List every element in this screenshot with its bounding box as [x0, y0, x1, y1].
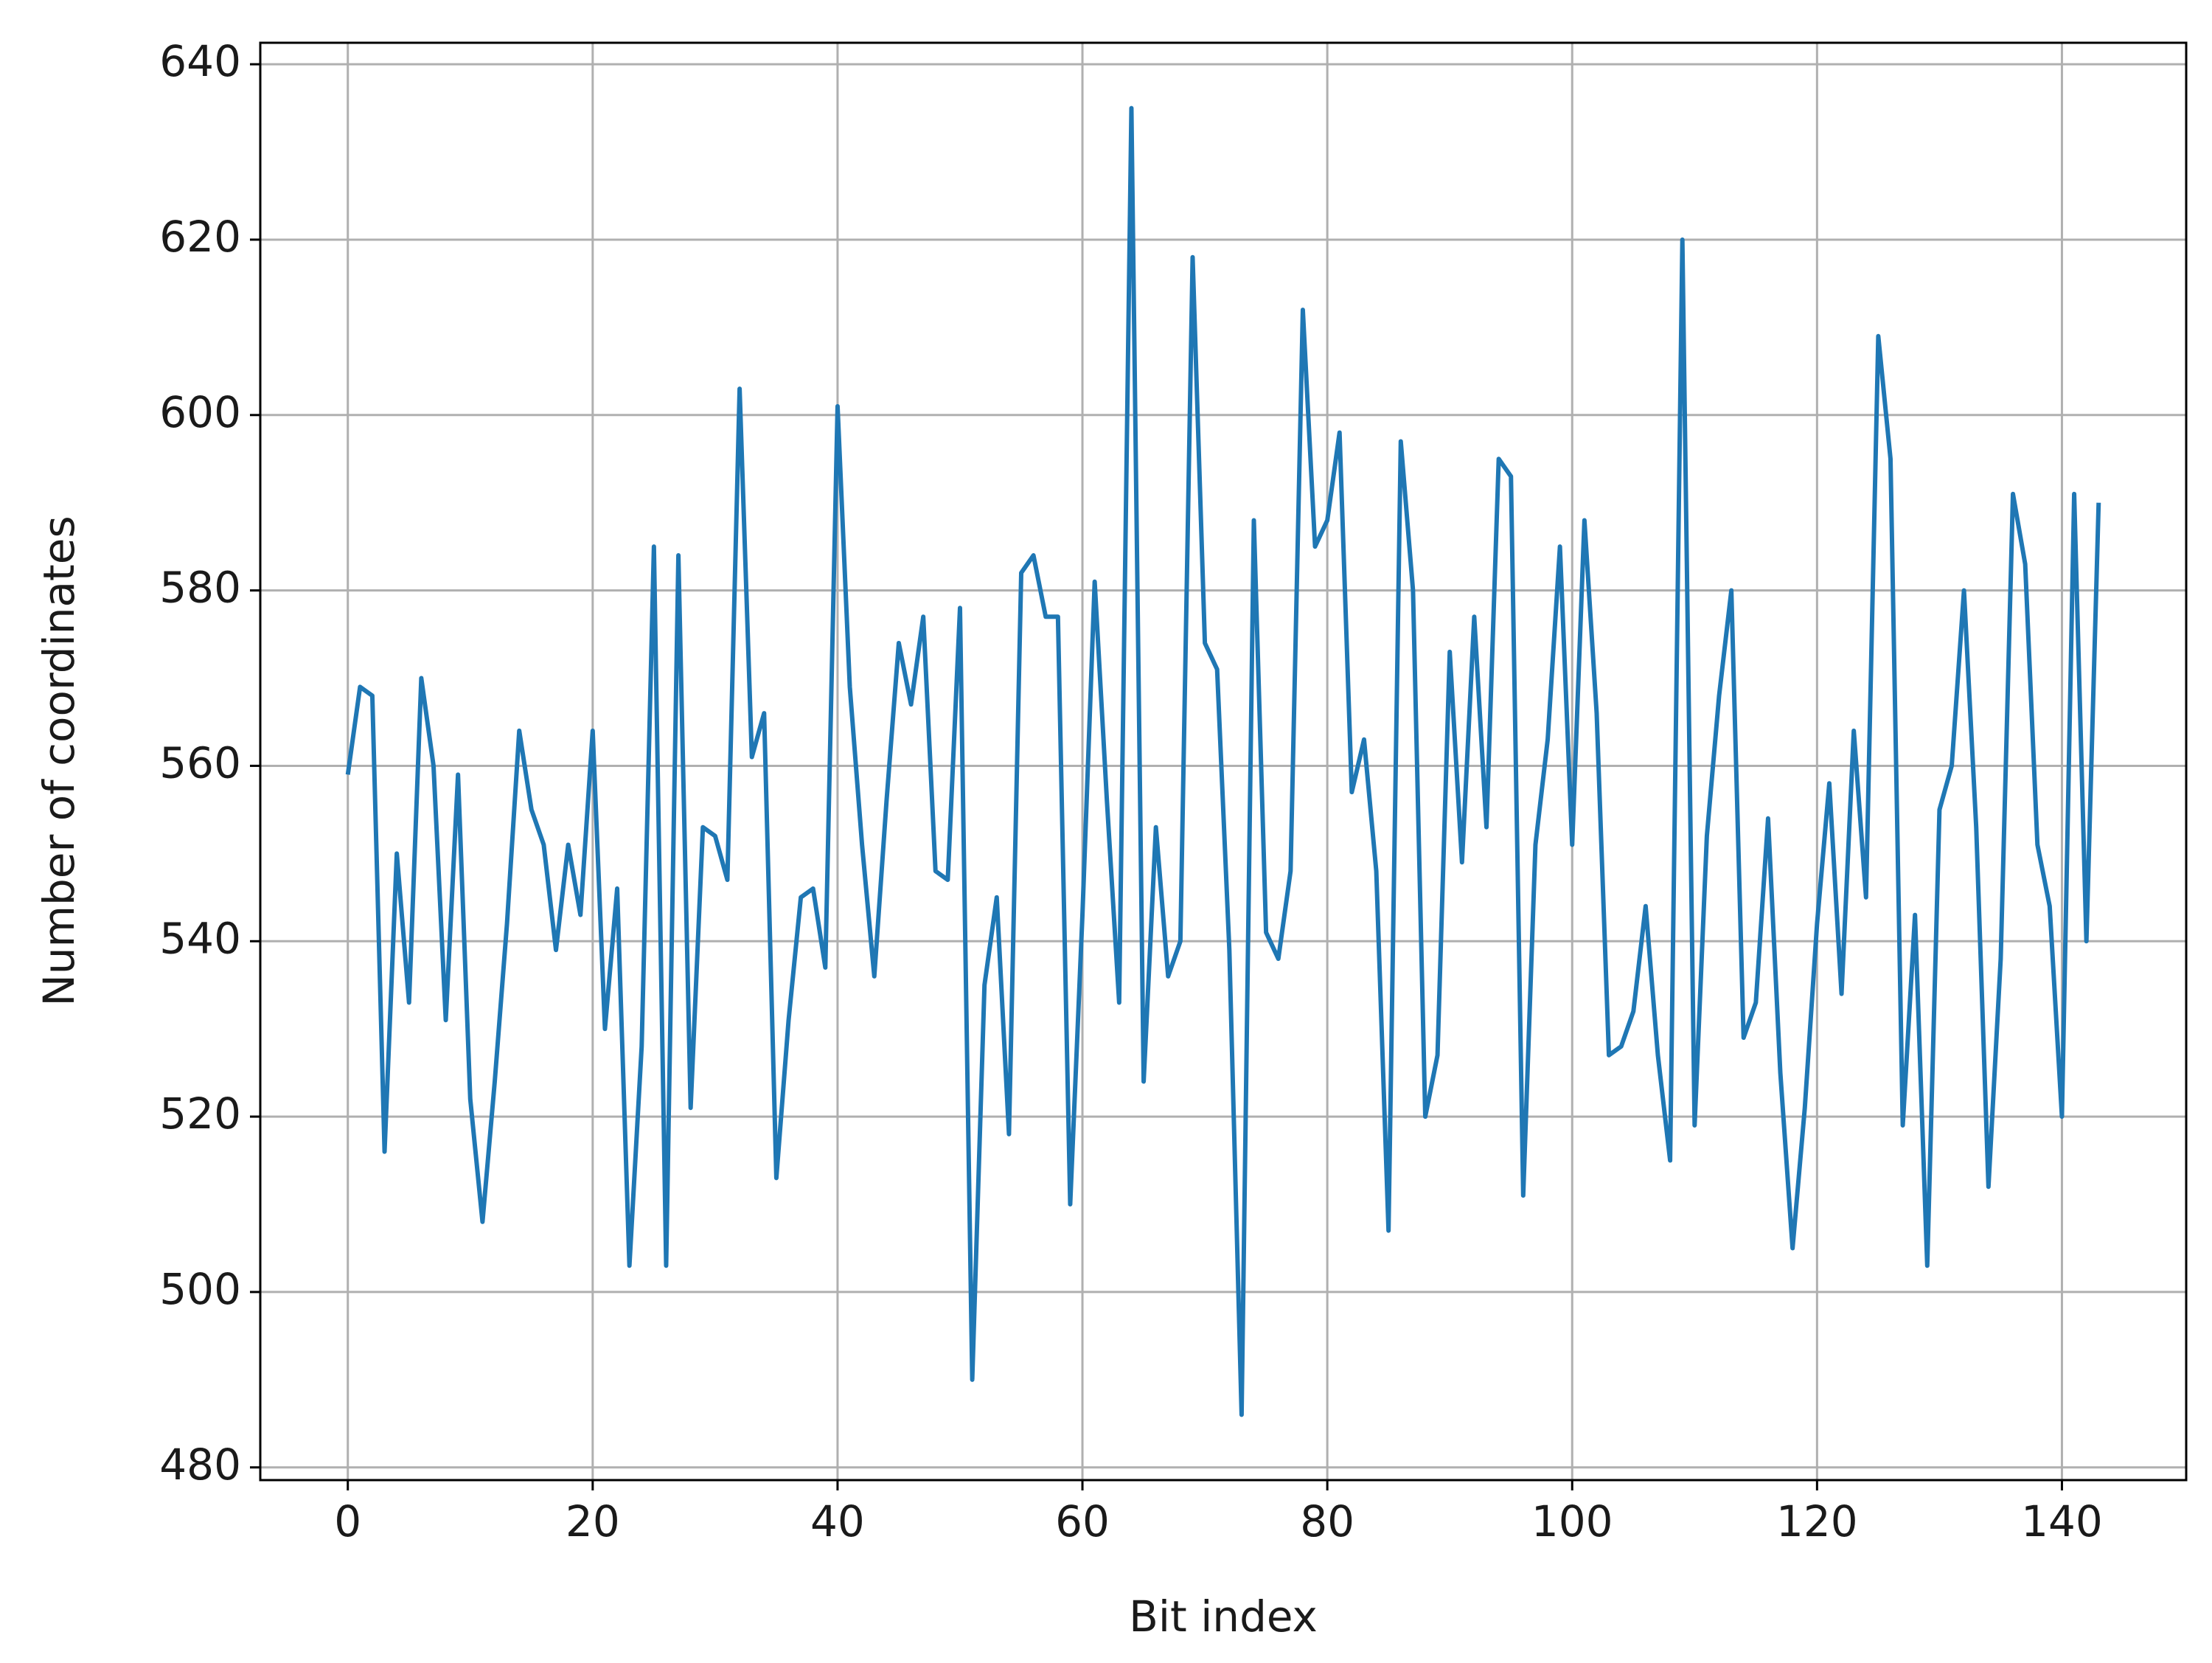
x-tick-label: 140: [2021, 1496, 2103, 1546]
x-tick-label: 100: [1531, 1496, 1613, 1546]
y-axis-label: Number of coordinates: [34, 515, 84, 1006]
y-tick-label: 580: [159, 563, 241, 613]
x-tick-label: 40: [810, 1496, 865, 1546]
y-tick-label: 620: [159, 212, 241, 262]
y-tick-label: 500: [159, 1264, 241, 1314]
data-line: [345, 105, 2101, 1417]
y-tick-label: 600: [159, 387, 241, 437]
x-tick-label: 20: [566, 1496, 620, 1546]
x-tick-label: 60: [1055, 1496, 1110, 1546]
x-tick-label: 120: [1776, 1496, 1858, 1546]
y-tick-label: 560: [159, 738, 241, 788]
x-tick-label: 0: [334, 1496, 361, 1546]
plot-frame: [259, 41, 2188, 1482]
y-tick-label: 640: [159, 36, 241, 86]
y-tick-label: 480: [159, 1440, 241, 1490]
x-tick-label: 80: [1300, 1496, 1354, 1546]
x-axis-label: Bit index: [1129, 1591, 1318, 1642]
y-tick-label: 540: [159, 913, 241, 963]
y-tick-label: 520: [159, 1089, 241, 1139]
